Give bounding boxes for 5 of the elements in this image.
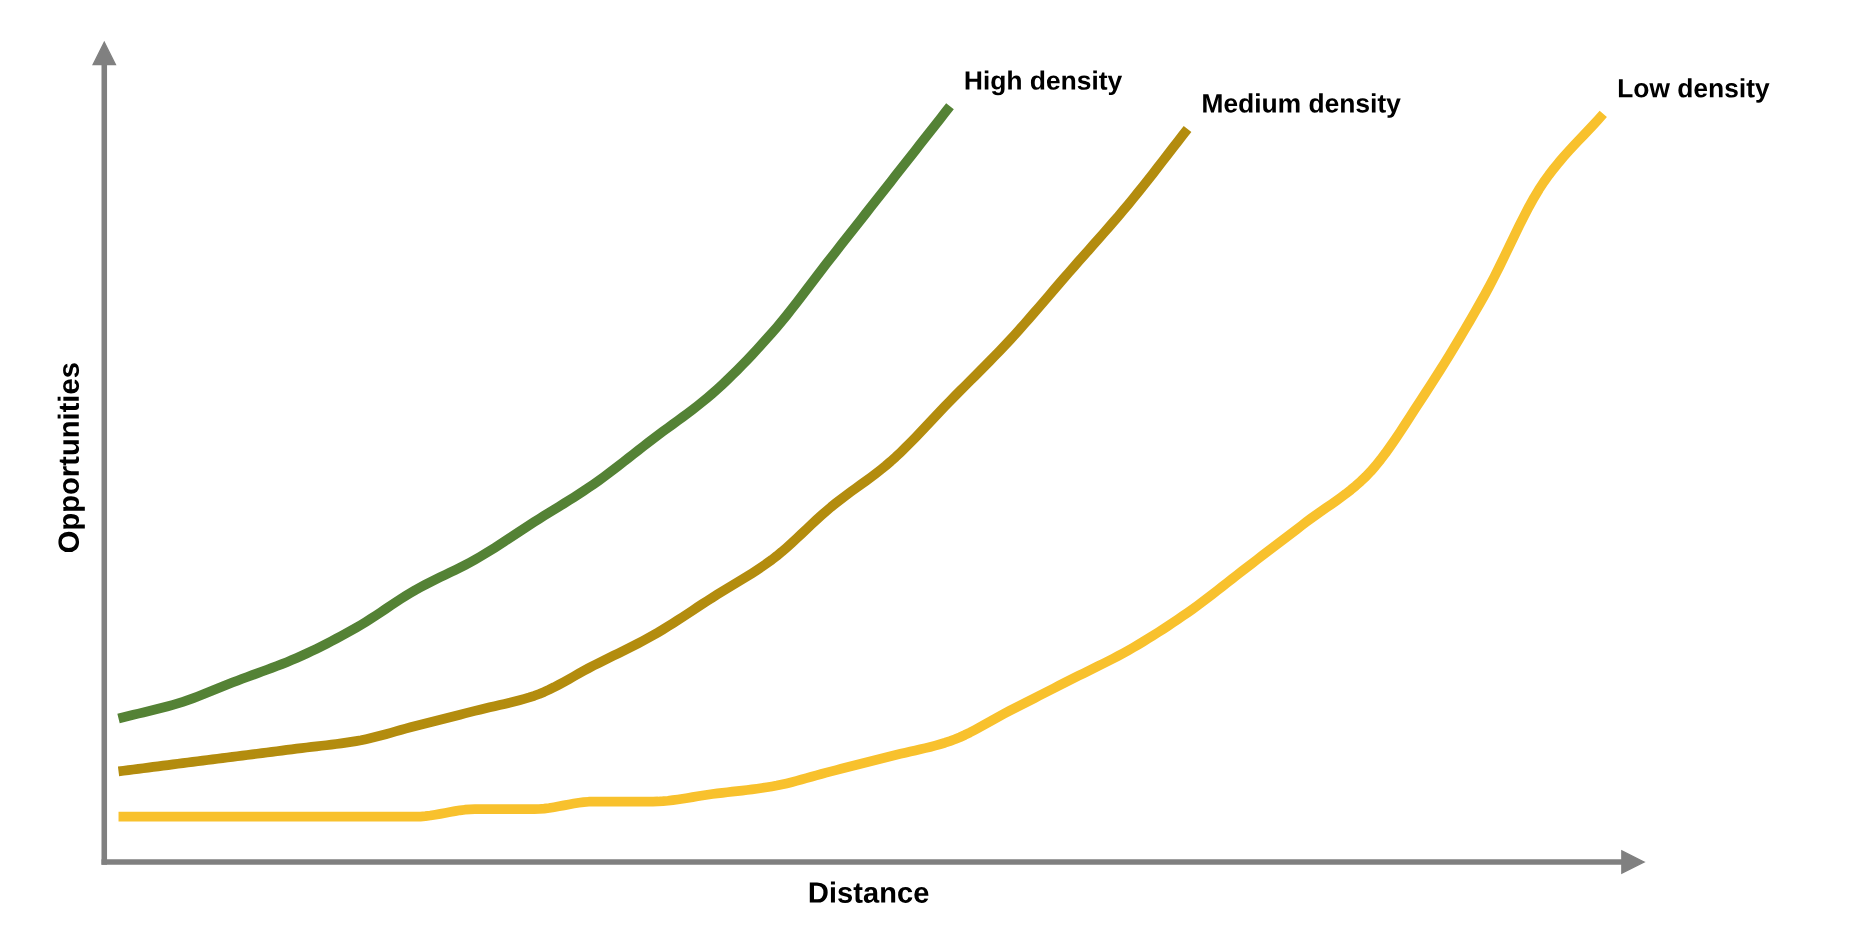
- series-label: High density: [965, 70, 1123, 96]
- x-axis-title: Distance: [809, 881, 929, 903]
- series-label: Medium density: [1203, 93, 1401, 118]
- series-label: Low density: [1618, 78, 1770, 103]
- y-axis-title: Opportunities: [57, 363, 85, 553]
